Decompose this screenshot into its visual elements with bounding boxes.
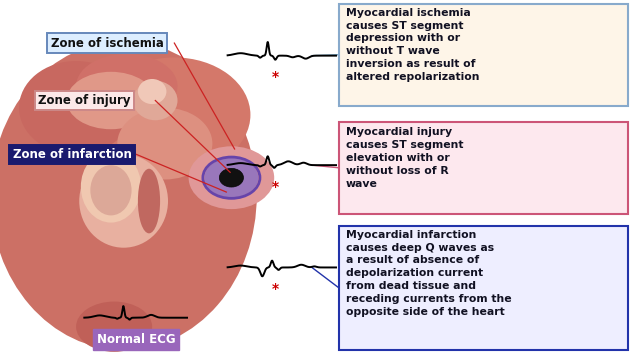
Ellipse shape <box>19 61 133 154</box>
Text: Myocardial injury
causes ST segment
elevation with or
without loss of R
wave: Myocardial injury causes ST segment elev… <box>346 127 463 188</box>
Ellipse shape <box>0 41 257 350</box>
Text: Myocardial infarction
causes deep Q waves as
a result of absence of
depolarizati: Myocardial infarction causes deep Q wave… <box>346 230 511 317</box>
Ellipse shape <box>76 302 152 352</box>
Ellipse shape <box>67 72 155 129</box>
Ellipse shape <box>138 169 160 233</box>
Ellipse shape <box>189 146 274 209</box>
Ellipse shape <box>90 165 131 215</box>
FancyBboxPatch shape <box>339 226 628 350</box>
Ellipse shape <box>219 168 243 187</box>
Ellipse shape <box>79 154 168 248</box>
Ellipse shape <box>98 57 250 172</box>
FancyBboxPatch shape <box>339 122 628 214</box>
FancyBboxPatch shape <box>339 4 628 106</box>
Ellipse shape <box>138 79 166 104</box>
Text: Zone of ischemia: Zone of ischemia <box>51 37 164 50</box>
Ellipse shape <box>133 81 178 120</box>
Ellipse shape <box>204 158 259 197</box>
Text: *: * <box>272 70 280 84</box>
Text: *: * <box>272 282 280 296</box>
Text: Zone of injury: Zone of injury <box>38 94 131 107</box>
Ellipse shape <box>117 108 212 180</box>
Text: Myocardial ischemia
causes ST segment
depression with or
without T wave
inversio: Myocardial ischemia causes ST segment de… <box>346 8 479 82</box>
Ellipse shape <box>76 54 178 118</box>
Text: *: * <box>272 180 280 194</box>
Ellipse shape <box>81 151 141 223</box>
Text: Normal ECG: Normal ECG <box>97 333 176 346</box>
Text: Zone of infarction: Zone of infarction <box>13 148 132 161</box>
